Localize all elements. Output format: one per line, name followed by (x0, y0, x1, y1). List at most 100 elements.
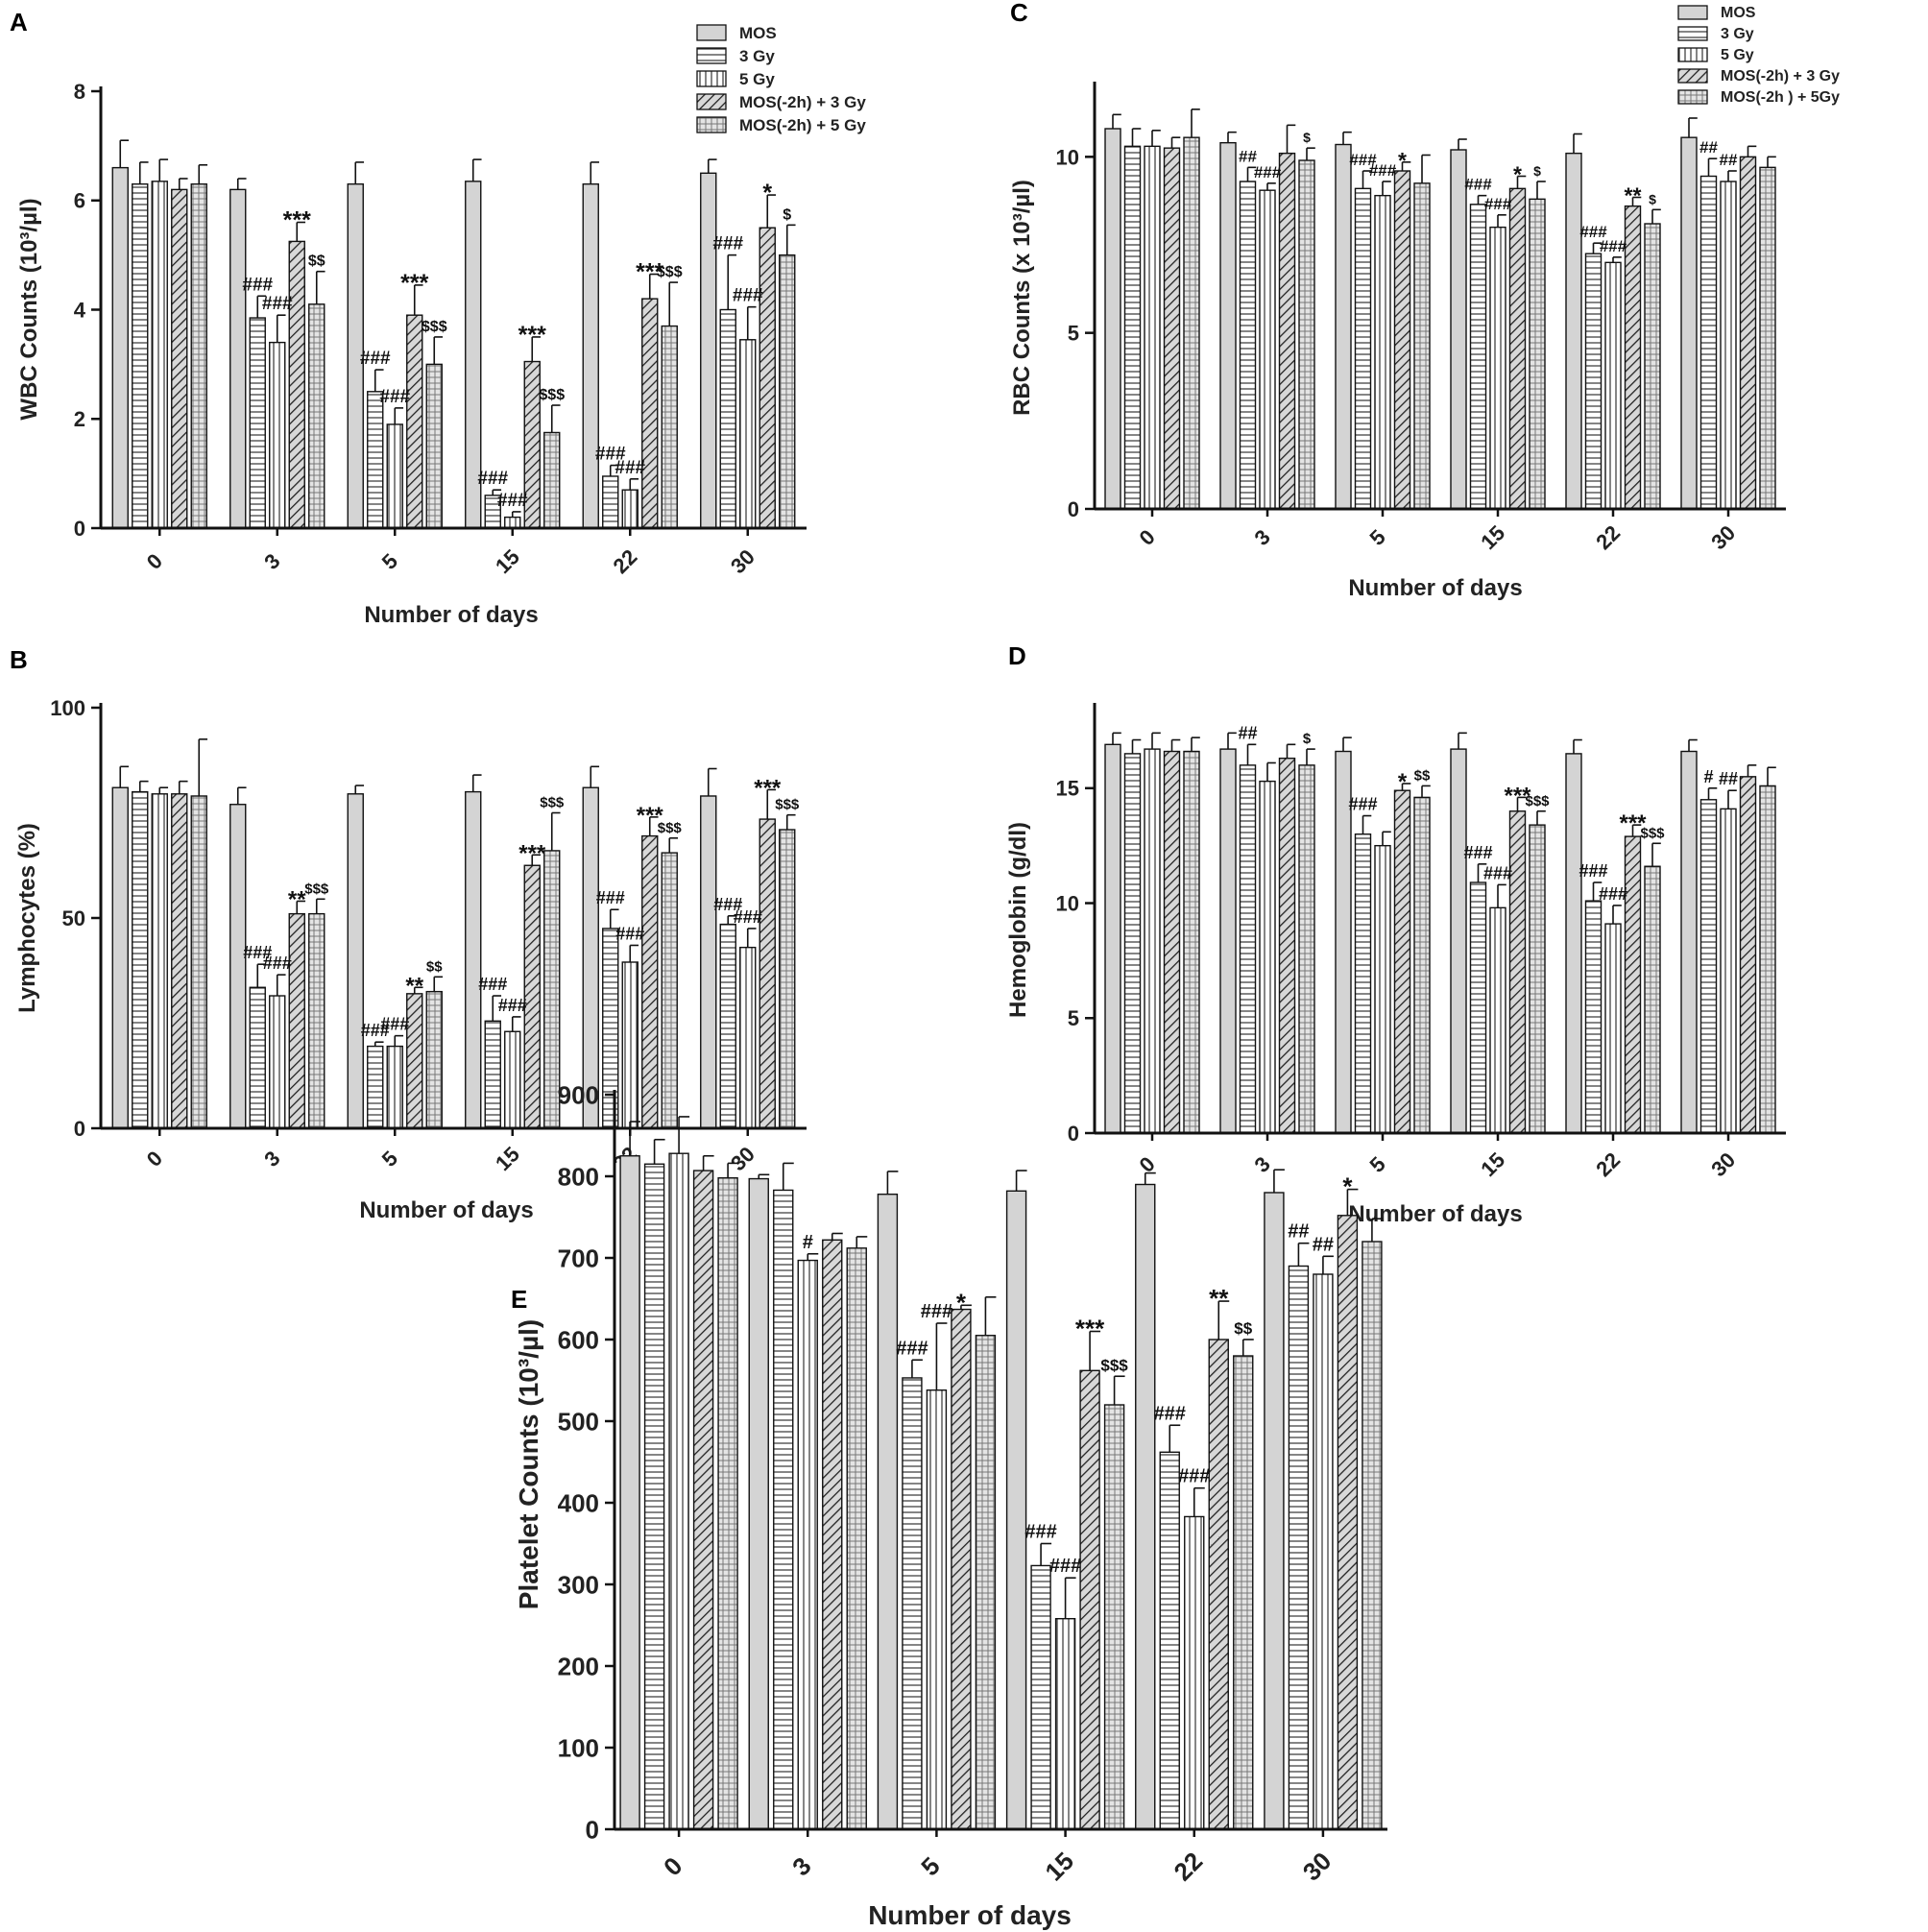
bar-c-day5-s1 (1354, 187, 1372, 510)
bar-d-day0-s1 (1123, 753, 1142, 1134)
bar-c-day15-s2 (1489, 226, 1506, 510)
bar-d-day15-s3 (1508, 810, 1527, 1134)
y-tick-label: 0 (74, 517, 85, 541)
significance-label: ### (1579, 861, 1607, 881)
significance-label: $ (783, 206, 791, 223)
bar-c-day3-s2 (1259, 189, 1276, 510)
bar-c-day5-s2 (1374, 194, 1391, 510)
significance-label: ### (712, 234, 743, 254)
significance-label: ** (405, 973, 423, 999)
bar-d-day3-s1 (1239, 764, 1257, 1134)
bar-b-day22-s3 (641, 834, 659, 1129)
bar-a-day5-s4 (425, 363, 443, 529)
bar-a-day30-s2 (739, 339, 757, 529)
significance-label: *** (637, 803, 664, 829)
x-tick-label: 0 (1135, 525, 1160, 550)
significance-label: * (956, 1288, 967, 1316)
y-tick-label: 5 (1068, 322, 1079, 346)
y-tick-label: 4 (74, 298, 86, 322)
bar-c-day0-s1 (1123, 145, 1142, 510)
x-tick-label: 3 (786, 1851, 816, 1881)
y-tick-label: 15 (1056, 777, 1079, 801)
significance-label: ### (1178, 1466, 1210, 1487)
bar-c-day15-s0 (1450, 149, 1467, 510)
bar-c-day5-s4 (1413, 182, 1431, 510)
bar-e-day22-s4 (1233, 1355, 1254, 1830)
bar-d-day0-s0 (1104, 743, 1121, 1134)
significance-label: # (803, 1232, 813, 1253)
bar-a-day15-s4 (543, 431, 561, 529)
significance-label: *** (400, 270, 428, 297)
bar-c-day15-s3 (1508, 187, 1527, 510)
bar-d-day15-s4 (1529, 824, 1546, 1134)
bar-c-day30-s0 (1680, 136, 1698, 510)
x-axis-title: Number of days (359, 1197, 533, 1223)
bar-b-day3-s0 (229, 804, 247, 1129)
bar-b-day22-s2 (621, 961, 639, 1129)
legend-label: 3 Gy (739, 47, 775, 65)
x-tick-label: 5 (377, 549, 402, 574)
significance-label: ### (1349, 151, 1377, 169)
bar-c-day5-s0 (1335, 143, 1352, 510)
bar-c-day22-s4 (1644, 223, 1661, 510)
significance-label: ### (733, 286, 763, 306)
bar-e-day3-s3 (822, 1239, 843, 1830)
significance-label: ### (478, 975, 507, 994)
legend-label: MOS (739, 24, 777, 42)
significance-label: ### (242, 275, 273, 295)
x-tick-label: 3 (259, 1147, 284, 1171)
significance-label: $ (1303, 731, 1312, 747)
bar-c-day0-s3 (1163, 147, 1181, 510)
legend-label: 3 Gy (1721, 26, 1754, 42)
significance-label: $ (1303, 130, 1311, 145)
significance-label: $$$ (658, 820, 683, 836)
significance-label: ### (1483, 863, 1512, 882)
bar-b-day3-s4 (308, 912, 325, 1129)
y-tick-label: 700 (558, 1244, 599, 1272)
bar-e-day5-s1 (902, 1377, 923, 1830)
bar-e-day3-s1 (773, 1189, 794, 1830)
bar-c-day3-s3 (1278, 152, 1296, 510)
bar-e-day0-s4 (717, 1176, 738, 1830)
legend: MOS 3 Gy 5 Gy MOS(-2h) + 3 Gy MOS(-2h ) + 5G… (1677, 5, 1840, 106)
significance-label: * (762, 180, 772, 206)
bar-a-day3-s4 (308, 303, 325, 529)
bar-a-day3-s2 (269, 341, 286, 529)
x-tick-label: 15 (1476, 520, 1509, 554)
bar-e-day0-s3 (692, 1170, 714, 1830)
y-tick-label: 300 (558, 1570, 599, 1599)
bar-d-day22-s3 (1624, 835, 1642, 1134)
panel-d: D## $###* $$######***$$$######***$$$# ##051… (1005, 641, 1786, 1227)
x-tick-label: 30 (726, 1142, 759, 1175)
legend-label: MOS (1721, 5, 1756, 21)
bar-b-day5-s0 (347, 793, 364, 1129)
y-tick-label: 100 (50, 696, 85, 720)
significance-label: $$$ (1525, 793, 1550, 809)
x-tick-label: 3 (1250, 525, 1275, 550)
significance-label: $$ (308, 254, 325, 270)
bar-c-day3-s1 (1239, 181, 1257, 510)
bar-a-day15-s2 (504, 516, 521, 529)
significance-label: $ (1533, 163, 1541, 179)
significance-label: ## (1238, 723, 1257, 742)
bar-e-day5-s2 (926, 1389, 948, 1830)
significance-label: * (1513, 162, 1522, 187)
bar-b-day5-s4 (425, 990, 443, 1129)
legend-swatch (696, 24, 727, 41)
y-tick-label: 900 (558, 1080, 599, 1109)
bar-d-day5-s3 (1393, 789, 1411, 1134)
significance-label: $$$ (540, 795, 565, 811)
significance-label: ### (497, 491, 528, 511)
bar-d-day5-s1 (1354, 833, 1372, 1134)
bar-a-day5-s3 (406, 314, 423, 529)
bar-a-day5-s1 (367, 391, 384, 529)
legend-swatch (696, 116, 727, 133)
significance-label: $$$ (1100, 1356, 1128, 1374)
x-tick-label: 22 (608, 544, 641, 578)
bar-a-day0-s1 (132, 182, 149, 529)
bar-a-day3-s0 (229, 188, 247, 529)
y-tick-label: 100 (558, 1733, 599, 1762)
x-tick-label: 5 (1365, 525, 1390, 550)
panel-letter: D (1008, 641, 1026, 670)
panel-letter: C (1010, 0, 1028, 27)
